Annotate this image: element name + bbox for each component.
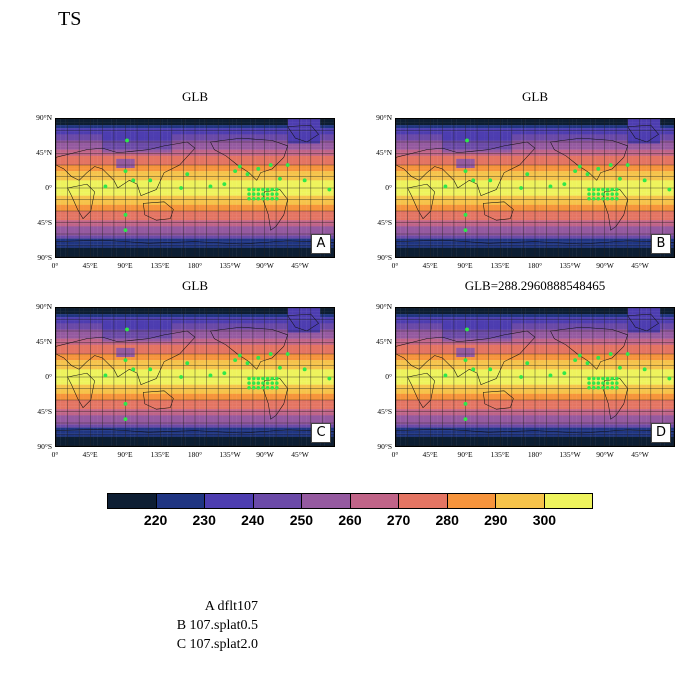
lon-tick: 45°W [291, 261, 309, 270]
colorbar-label: 230 [192, 512, 216, 528]
colorbar-label: 240 [241, 512, 265, 528]
colorbar-swatch [350, 494, 399, 508]
legend-item-c: C 107.splat2.0 [176, 637, 258, 652]
lon-tick: 0° [391, 450, 399, 459]
lon-tick: 0° [51, 261, 59, 270]
lat-tick: 90°S [377, 442, 392, 451]
lon-tick: 90°E [457, 261, 473, 270]
lat-tick: 45°N [36, 148, 52, 157]
colorbar-label: 280 [435, 512, 459, 528]
map-panel-c: C [55, 307, 335, 447]
lon-tick: 135°E [490, 261, 510, 270]
lat-tick: 45°N [376, 148, 392, 157]
lat-tick: 0° [385, 372, 392, 381]
panel-title-a: GLB [182, 89, 208, 104]
lon-tick: 45°E [82, 450, 98, 459]
lon-tick: 90°W [256, 450, 274, 459]
colorbar-swatch [156, 494, 205, 508]
panel-title-c: GLB [182, 278, 208, 293]
lat-tick: 45°S [377, 218, 392, 227]
legend-item-a: A dflt107 [204, 599, 258, 614]
lon-tick: 90°W [256, 261, 274, 270]
panel-label-b: B [651, 234, 671, 254]
colorbar-label: 220 [143, 512, 168, 528]
colorbar-swatch [496, 494, 545, 508]
colorbar-label: 270 [386, 512, 411, 528]
colorbar-swatch [108, 494, 157, 508]
lat-tick: 0° [385, 183, 392, 192]
lat-tick: 45°N [36, 337, 52, 346]
lon-tick: 135°W [219, 261, 241, 270]
lon-tick: 90°W [596, 450, 614, 459]
colorbar-swatch [205, 494, 254, 508]
colorbar-label: 290 [484, 512, 508, 528]
colorbar-swatch [399, 494, 448, 508]
lon-tick: 135°E [150, 261, 170, 270]
lon-tick: 135°E [490, 450, 510, 459]
panel-label-a: A [311, 234, 331, 254]
lon-tick: 135°W [559, 450, 581, 459]
lat-tick: 90°N [36, 113, 52, 122]
colorbar-swatch [302, 494, 351, 508]
lon-tick: 45°E [422, 261, 438, 270]
lon-tick: 90°E [117, 261, 133, 270]
figure-title: TS [58, 8, 82, 30]
lat-tick: 0° [45, 372, 52, 381]
colorbar [107, 493, 593, 509]
map-panel-d: D [395, 307, 675, 447]
colorbar-swatch [253, 494, 302, 508]
lon-tick: 135°W [559, 261, 581, 270]
lon-tick: 180° [527, 450, 543, 459]
panel-label-d: D [651, 423, 671, 443]
lon-tick: 135°E [150, 450, 170, 459]
lat-tick: 0° [45, 183, 52, 192]
lon-tick: 90°W [596, 261, 614, 270]
lat-tick: 90°N [376, 302, 392, 311]
map-panel-b: B [395, 118, 675, 258]
lon-tick: 45°W [291, 450, 309, 459]
lon-tick: 180° [527, 261, 543, 270]
lat-tick: 90°S [37, 253, 52, 262]
colorbar-label: 250 [289, 512, 314, 528]
panel-title-b: GLB [522, 89, 548, 104]
lat-tick: 45°S [377, 407, 392, 416]
legend: A dflt107 B 107.splat0.5 C 107.splat2.0 [140, 597, 258, 654]
colorbar-swatch [544, 494, 592, 508]
colorbar-label: 260 [338, 512, 362, 528]
lat-tick: 90°N [376, 113, 392, 122]
map-panel-a: A [55, 118, 335, 258]
lon-tick: 0° [51, 450, 59, 459]
lat-tick: 45°N [376, 337, 392, 346]
panel-label-c: C [311, 423, 331, 443]
lon-tick: 180° [187, 450, 203, 459]
lon-tick: 180° [187, 261, 203, 270]
lon-tick: 45°E [82, 261, 98, 270]
colorbar-swatch [447, 494, 496, 508]
legend-item-b: B 107.splat0.5 [176, 618, 258, 633]
lon-tick: 0° [391, 261, 399, 270]
colorbar-label: 300 [532, 512, 557, 528]
lon-tick: 90°E [117, 450, 133, 459]
lon-tick: 45°W [631, 450, 649, 459]
lat-tick: 90°S [377, 253, 392, 262]
lon-tick: 45°E [422, 450, 438, 459]
lon-tick: 90°E [457, 450, 473, 459]
lon-tick: 45°W [631, 261, 649, 270]
lat-tick: 45°S [37, 407, 52, 416]
lat-tick: 90°S [37, 442, 52, 451]
lon-tick: 135°W [219, 450, 241, 459]
lat-tick: 90°N [36, 302, 52, 311]
panel-title-d: GLB=288.2960888548465 [464, 278, 606, 293]
lat-tick: 45°S [37, 218, 52, 227]
